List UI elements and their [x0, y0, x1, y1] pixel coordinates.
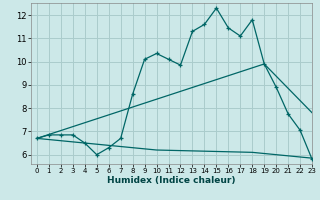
X-axis label: Humidex (Indice chaleur): Humidex (Indice chaleur)	[107, 176, 236, 185]
